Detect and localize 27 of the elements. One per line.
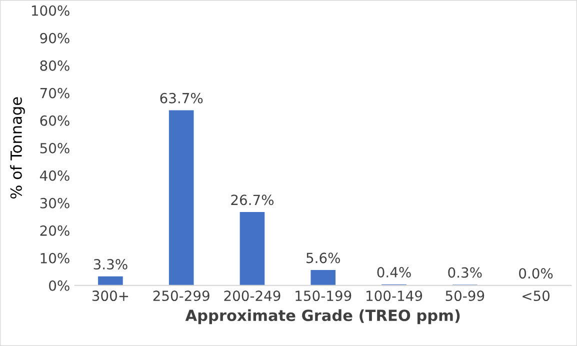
y-tick-label: 80% (40, 60, 70, 71)
y-tick-label: 70% (40, 88, 70, 98)
x-tick-label: <50 (522, 290, 550, 302)
x-tick-label: 50-99 (446, 290, 484, 302)
y-tick-label: 100% (32, 5, 70, 16)
y-tick-label: 10% (40, 252, 70, 264)
y-tick-label: 40% (40, 170, 70, 181)
data-label: 5.6% (306, 252, 340, 264)
data-label: 3.3% (94, 259, 128, 270)
data-label: 63.7% (160, 92, 203, 104)
x-tick-label: 100-149 (366, 290, 422, 302)
y-tick-label: 60% (40, 115, 70, 126)
x-tick-label: 250-299 (153, 290, 210, 302)
y-tick-label: 50% (40, 142, 70, 154)
y-tick-label: 0% (49, 280, 70, 291)
data-label: 26.7% (231, 194, 274, 206)
x-tick-label: 150-199 (296, 290, 352, 302)
y-axis-title: % of Tonnage (10, 97, 25, 199)
x-tick-label: 300+ (92, 290, 128, 302)
data-label: 0.4% (377, 266, 411, 278)
y-tick-label: 20% (40, 225, 70, 236)
y-tick-label: 30% (40, 198, 70, 208)
x-tick-label: 200-249 (224, 290, 280, 302)
y-tick-label: 90% (40, 32, 70, 44)
data-label: 0.3% (448, 267, 482, 278)
x-axis-title: Approximate Grade (TREO ppm) (185, 309, 460, 324)
data-label: 0.0% (519, 268, 553, 279)
